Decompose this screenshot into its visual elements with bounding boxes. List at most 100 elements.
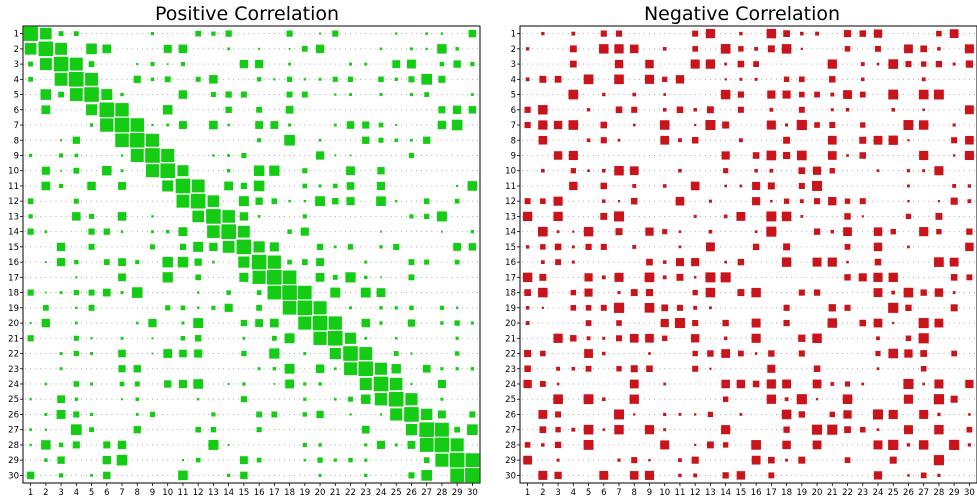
correlation-cell	[287, 229, 292, 234]
correlation-cell	[903, 425, 913, 435]
correlation-cell	[118, 349, 126, 358]
correlation-cell	[937, 412, 941, 417]
correlation-cell	[724, 62, 728, 66]
correlation-cell	[570, 289, 577, 296]
correlation-cell	[799, 91, 805, 98]
correlation-cell	[613, 211, 625, 222]
correlation-cell	[349, 413, 352, 416]
correlation-cell	[844, 274, 851, 281]
correlation-cell	[555, 411, 562, 418]
x-tick-label: 18	[781, 488, 792, 498]
correlation-cell	[271, 411, 278, 418]
correlation-cell	[617, 291, 621, 295]
correlation-cell	[44, 412, 48, 416]
correlation-cell	[769, 168, 774, 173]
correlation-cell	[538, 470, 548, 480]
correlation-cell	[455, 367, 459, 371]
correlation-cell	[58, 31, 64, 37]
correlation-cell	[118, 365, 126, 373]
correlation-cell	[298, 285, 312, 300]
correlation-cell	[568, 89, 579, 100]
correlation-cell	[554, 471, 562, 480]
correlation-cell	[145, 133, 159, 147]
correlation-cell	[256, 457, 262, 463]
correlation-cell	[28, 61, 34, 67]
correlation-cell	[334, 93, 337, 96]
correlation-cell	[361, 425, 370, 434]
correlation-cell	[103, 441, 111, 449]
correlation-cell	[470, 93, 474, 96]
correlation-cell	[240, 396, 247, 403]
correlation-cell	[376, 196, 386, 206]
correlation-cell	[739, 413, 743, 416]
correlation-cell	[177, 256, 189, 268]
correlation-cell	[333, 367, 337, 371]
correlation-cell	[918, 89, 929, 100]
y-tick-label: 25	[505, 395, 516, 405]
correlation-cell	[844, 213, 851, 220]
x-tick-label: 21	[827, 488, 838, 498]
correlation-cell	[454, 426, 461, 433]
correlation-cell	[419, 422, 434, 437]
correlation-cell	[133, 426, 141, 434]
y-tick-label: 30	[505, 471, 516, 481]
correlation-cell	[724, 260, 727, 264]
y-tick-label: 21	[8, 334, 19, 344]
correlation-cell	[89, 427, 94, 433]
correlation-cell	[691, 456, 699, 464]
correlation-cell	[181, 321, 185, 325]
y-tick-label: 19	[505, 304, 516, 314]
correlation-cell	[40, 89, 52, 100]
correlation-cell	[180, 62, 186, 67]
correlation-cell	[705, 119, 716, 131]
correlation-cell	[888, 439, 899, 451]
y-tick-label: 23	[505, 365, 516, 375]
correlation-cell	[600, 182, 608, 190]
correlation-cell	[872, 409, 884, 420]
correlation-cell	[799, 76, 805, 83]
correlation-cell	[569, 181, 578, 191]
correlation-cell	[694, 123, 697, 127]
correlation-cell	[784, 397, 789, 402]
correlation-cell	[253, 241, 265, 253]
correlation-cell	[934, 425, 944, 435]
correlation-cell	[227, 443, 230, 446]
x-tick-label: 22	[345, 488, 356, 498]
correlation-cell	[364, 260, 368, 264]
correlation-cell	[318, 77, 322, 81]
correlation-cell	[599, 470, 609, 480]
correlation-cell	[211, 305, 216, 310]
correlation-cell	[830, 229, 835, 234]
y-tick-label: 3	[14, 60, 19, 70]
correlation-cell	[239, 272, 249, 282]
correlation-cell	[919, 150, 929, 161]
correlation-cell	[798, 350, 805, 357]
correlation-marks	[522, 28, 974, 480]
correlation-cell	[614, 165, 624, 176]
correlation-cell	[524, 106, 531, 113]
correlation-cell	[859, 30, 867, 37]
correlation-cell	[965, 135, 974, 145]
correlation-cell	[160, 163, 176, 179]
correlation-cell	[364, 336, 368, 340]
correlation-cell	[408, 76, 415, 83]
correlation-cell	[148, 318, 157, 328]
correlation-cell	[468, 29, 477, 38]
correlation-cell	[225, 91, 232, 98]
x-tick-label: 8	[135, 488, 140, 498]
correlation-cell	[861, 382, 865, 386]
correlation-cell	[585, 365, 592, 372]
correlation-cell	[827, 318, 838, 328]
correlation-cell	[437, 410, 446, 419]
correlation-cell	[150, 62, 155, 67]
correlation-cell	[629, 166, 639, 176]
correlation-cell	[920, 61, 927, 67]
correlation-cell	[349, 62, 353, 66]
correlation-cell	[378, 76, 384, 83]
correlation-cell	[951, 137, 958, 144]
correlation-cell	[920, 365, 927, 372]
correlation-cell	[570, 305, 577, 311]
correlation-cell	[708, 199, 712, 203]
correlation-cell	[629, 471, 639, 480]
correlation-cell	[145, 148, 160, 163]
